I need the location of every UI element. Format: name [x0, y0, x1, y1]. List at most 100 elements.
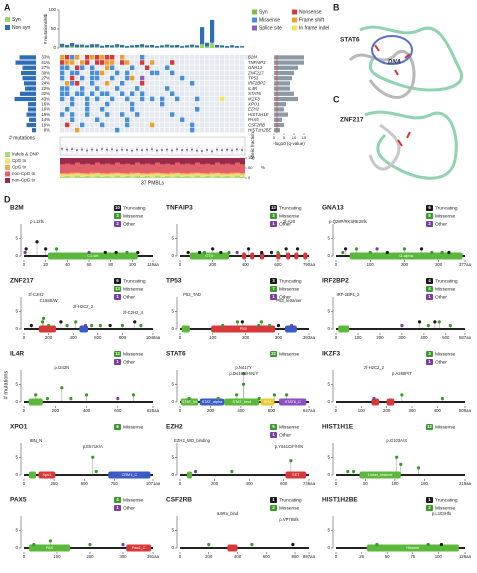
- oncoplot-cell: [195, 101, 200, 107]
- legend-count: 8: [428, 213, 431, 218]
- oncoplot-cell: [90, 117, 95, 122]
- oncoplot-cell: [145, 86, 150, 91]
- lollipop-head: [41, 316, 46, 320]
- oncoplot-cell: [60, 117, 65, 122]
- oncoplot-cell: [85, 55, 90, 60]
- oncoplot-cell: [115, 75, 120, 81]
- legend-count: 3: [116, 213, 119, 218]
- y-tick-label: 0: [53, 45, 56, 50]
- gene-label: EZH2: [248, 107, 260, 112]
- signature-segment: [80, 164, 85, 174]
- annotation: p.A260P/T: [392, 371, 412, 376]
- oncoplot-cell: [100, 55, 105, 60]
- legend-swatch: [270, 205, 277, 211]
- oncoplot-cell: [140, 122, 145, 128]
- oncoplot-cell: [145, 117, 150, 122]
- oncoplot-cell: [125, 75, 130, 81]
- bar: [65, 47, 70, 48]
- oncoplot-cell: [125, 86, 130, 91]
- legend-label: Other: [123, 221, 135, 227]
- lollipop-head: [242, 371, 246, 376]
- oncoplot-cell: [235, 75, 240, 81]
- domain-label: STAT_alpha: [202, 400, 223, 404]
- signature-segment: [230, 158, 235, 165]
- oncoplot-cell: [220, 55, 225, 60]
- oncoplot-cell: [205, 86, 210, 91]
- oncoplot-cell: [180, 127, 185, 133]
- legend-label: Other: [279, 221, 291, 227]
- allelic-median: [131, 149, 133, 152]
- signature-segment: [150, 172, 155, 175]
- oncoplot-cell: [65, 122, 70, 128]
- oncoplot-cell: [60, 55, 65, 60]
- lollipop-head: [94, 469, 98, 474]
- bar: [65, 44, 70, 48]
- bar: [130, 47, 135, 48]
- legend-swatch: [5, 17, 10, 22]
- oncoplot-cell: [240, 91, 245, 96]
- gene-title: EZH2: [166, 424, 183, 431]
- x-tick-label: 0: [23, 262, 26, 267]
- x-tick-label: 750: [111, 481, 119, 486]
- annotation: p.Q28P/RKSRE28fs: [329, 219, 367, 224]
- oncoplot-cell: [170, 81, 175, 86]
- oncoplot-cell: [60, 107, 65, 112]
- signature-segment: [115, 172, 120, 174]
- x-tick-label: 200: [207, 408, 215, 413]
- signature-segment: [140, 164, 145, 174]
- oncoplot-cell: [215, 96, 220, 102]
- legend-swatch: [114, 505, 121, 511]
- protein-domain: [79, 325, 89, 333]
- legend-count: 1: [116, 294, 119, 299]
- q-value-bar: [274, 76, 292, 81]
- legend-swatch: [270, 497, 277, 503]
- signature-segment: [160, 164, 165, 174]
- oncoplot-cell: [195, 65, 200, 70]
- ribbon: [364, 110, 458, 180]
- lollipop-head: [193, 469, 198, 474]
- oncoplot-cell: [70, 55, 75, 60]
- oncoplot-cell: [230, 107, 235, 112]
- mutation-frequency-label: 41%: [41, 60, 50, 65]
- oncoplot-cell: [160, 70, 165, 76]
- x-tick-label: 400: [237, 408, 245, 413]
- bar: [80, 44, 85, 47]
- oncoplot-cell: [90, 75, 95, 81]
- bar: [95, 44, 100, 47]
- bar: [215, 44, 220, 48]
- legend-swatch: [426, 278, 433, 284]
- mutation-frequency-bar: [21, 70, 36, 76]
- x-tick-label: 50: [385, 554, 390, 559]
- legend-count: 1: [428, 294, 431, 299]
- x-tick-label: 200: [376, 335, 384, 340]
- signature-segment: [185, 176, 190, 178]
- signature-segment: [140, 174, 145, 177]
- oncoplot-cell: [205, 55, 210, 60]
- legend-swatch: [292, 25, 297, 31]
- oncoplot-cell: [95, 65, 100, 70]
- oncoplot-cell: [205, 70, 210, 76]
- legend-label: non-CpG ts: [12, 171, 36, 176]
- lollipop-head: [202, 250, 207, 255]
- protein-domain: [349, 252, 463, 260]
- oncoplot-cell: [225, 60, 230, 65]
- y-tick-label: 5: [171, 454, 174, 459]
- signature-segment: [190, 158, 195, 165]
- annotation: p.N417Y: [235, 365, 252, 370]
- oncoplot-cell: [195, 75, 200, 81]
- signature-segment: [175, 173, 180, 176]
- legend-count: 12: [427, 424, 432, 429]
- oncoplot-cell: [180, 112, 185, 117]
- oncoplot-cell: [200, 75, 205, 81]
- signature-segment: [130, 158, 135, 165]
- oncoplot-cell: [165, 122, 170, 128]
- legend-swatch: [5, 171, 10, 177]
- annotation: p.VP785fs: [279, 517, 298, 522]
- signature-segment: [135, 172, 140, 174]
- oncoplot-cell: [150, 127, 155, 133]
- signature-segment: [220, 164, 225, 174]
- oncoplot-cell: [125, 70, 130, 76]
- oncoplot-cell: [230, 122, 235, 128]
- lollipop-head: [120, 323, 125, 328]
